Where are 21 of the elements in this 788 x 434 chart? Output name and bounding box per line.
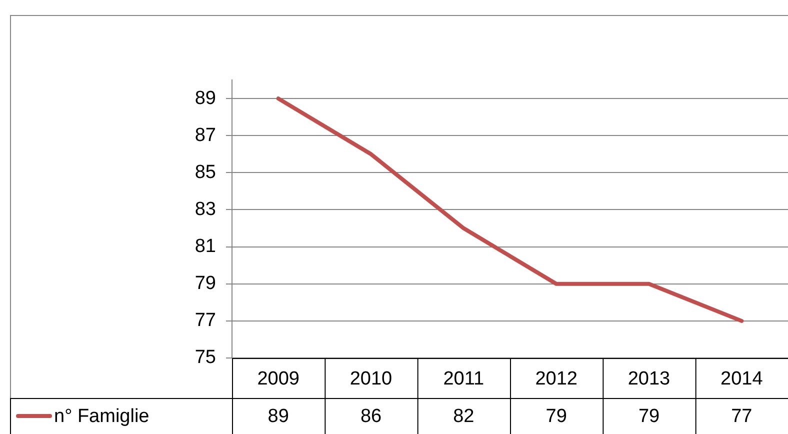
y-tick-label: 85: [194, 162, 216, 183]
data-label: 79: [546, 406, 567, 428]
y-tick-label: 83: [194, 198, 216, 220]
x-tick-label: 2011: [443, 368, 484, 390]
data-label: 77: [731, 406, 752, 428]
data-label: 82: [453, 406, 474, 428]
data-label: 86: [360, 406, 382, 428]
x-tick-label: 2012: [535, 368, 578, 390]
y-tick-label: 89: [194, 88, 216, 109]
y-tick-label: 79: [194, 273, 216, 294]
legend-label: n° Famiglie: [54, 406, 150, 428]
data-label: 79: [638, 406, 660, 428]
y-tick-label: 77: [194, 310, 216, 332]
x-tick-label: 2009: [257, 368, 300, 390]
data-label: 89: [268, 406, 289, 428]
y-tick-label: 75: [194, 347, 216, 368]
x-tick-label: 2014: [720, 368, 764, 390]
x-tick-label: 2013: [628, 368, 670, 390]
y-tick-label: 81: [194, 236, 216, 258]
x-tick-label: 2010: [350, 368, 392, 390]
y-tick-label: 87: [194, 124, 216, 146]
